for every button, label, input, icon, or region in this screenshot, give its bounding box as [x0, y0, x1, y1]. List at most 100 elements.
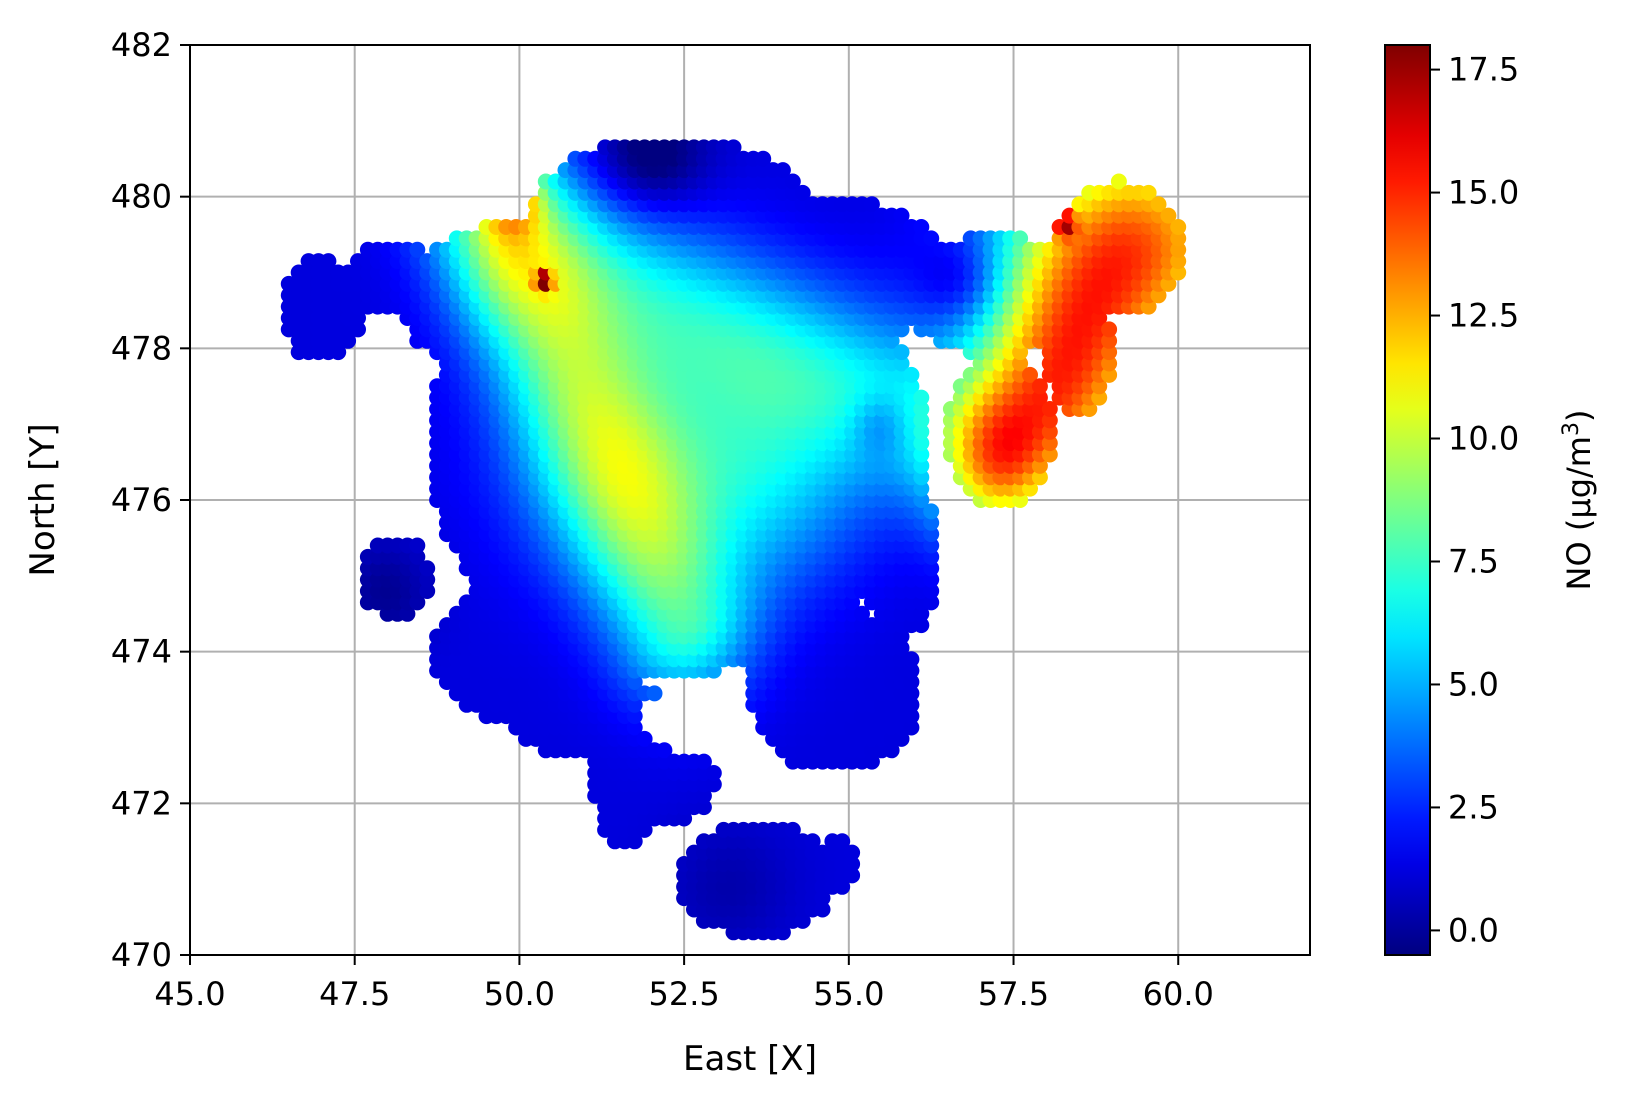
- data-point: [626, 674, 643, 690]
- data-point: [1101, 332, 1118, 349]
- colorbar-tick-label: 15.0: [1448, 174, 1519, 212]
- data-point: [883, 742, 900, 759]
- x-tick-label: 50.0: [484, 975, 555, 1013]
- data-point: [1110, 173, 1127, 190]
- data-point: [893, 344, 910, 361]
- colorbar-tick-label: 12.5: [1448, 297, 1519, 335]
- data-point: [794, 184, 811, 201]
- data-point: [903, 719, 920, 736]
- data-point: [1091, 378, 1108, 395]
- x-tick-label: 45.0: [154, 975, 225, 1013]
- data-point: [636, 821, 653, 838]
- data-point: [626, 708, 643, 725]
- data-point: [903, 674, 920, 690]
- data-point: [923, 230, 940, 247]
- x-tick-label: 47.5: [319, 975, 390, 1013]
- data-point: [903, 378, 920, 395]
- data-point: [1012, 344, 1029, 361]
- x-tick-label: 55.0: [813, 975, 884, 1013]
- data-point: [893, 321, 910, 338]
- y-tick-label: 472: [111, 784, 172, 822]
- colorbar-tick-label: 7.5: [1448, 542, 1499, 580]
- data-point: [1170, 219, 1187, 235]
- data-point: [1170, 264, 1187, 281]
- data-point: [725, 139, 742, 156]
- data-point: [923, 537, 940, 554]
- data-point: [419, 583, 436, 599]
- data-point: [705, 765, 722, 781]
- data-point: [330, 344, 347, 361]
- data-point: [903, 685, 920, 702]
- data-point: [1031, 469, 1048, 486]
- data-point: [695, 799, 712, 816]
- data-point: [913, 469, 930, 486]
- data-point: [705, 662, 722, 679]
- data-point: [1012, 355, 1029, 372]
- data-point: [1170, 253, 1187, 270]
- data-point: [834, 833, 851, 850]
- colorbar-label: NO (µg/m3): [1559, 410, 1598, 591]
- data-point: [784, 821, 801, 838]
- data-point: [695, 753, 712, 770]
- data-point: [923, 503, 940, 520]
- data-point: [883, 332, 900, 349]
- data-point: [844, 856, 861, 872]
- data-point: [1170, 241, 1187, 258]
- colorbar-tick-label: 0.0: [1448, 911, 1499, 949]
- data-point: [893, 355, 910, 372]
- data-point: [913, 389, 930, 406]
- colorbar-tick-label: 2.5: [1448, 788, 1499, 826]
- data-point: [1041, 412, 1058, 429]
- data-point: [923, 583, 940, 599]
- data-point: [893, 639, 910, 656]
- y-axis-ticks: 470 472 474 476 478 480 482: [111, 26, 190, 974]
- data-point: [1101, 366, 1118, 383]
- data-point: [893, 730, 910, 747]
- data-point: [923, 514, 940, 531]
- x-tick-label: 60.0: [1143, 975, 1214, 1013]
- data-point: [399, 605, 416, 622]
- data-point: [1140, 298, 1157, 315]
- data-point: [1081, 401, 1098, 417]
- y-tick-label: 478: [111, 329, 172, 367]
- data-point: [705, 776, 722, 793]
- data-point: [903, 662, 920, 679]
- data-point: [409, 594, 426, 611]
- data-point: [814, 901, 831, 918]
- y-tick-label: 482: [111, 26, 172, 64]
- data-point: [893, 628, 910, 645]
- data-point: [913, 446, 930, 463]
- data-point: [923, 526, 940, 543]
- data-point: [1012, 230, 1029, 247]
- data-point: [1150, 287, 1167, 304]
- data-point: [903, 708, 920, 725]
- y-tick-label: 474: [111, 633, 172, 671]
- data-point: [913, 412, 930, 429]
- data-point: [794, 912, 811, 929]
- data-point: [923, 560, 940, 577]
- data-point: [844, 844, 861, 861]
- y-tick-label: 470: [111, 936, 172, 974]
- colorbar: [1384, 44, 1431, 956]
- data-point: [1101, 321, 1118, 338]
- data-point: [340, 332, 357, 349]
- data-point: [419, 571, 436, 588]
- data-point: [409, 548, 426, 565]
- data-point: [676, 810, 693, 827]
- data-point: [804, 833, 821, 850]
- data-point: [814, 890, 831, 907]
- data-point: [1041, 446, 1058, 463]
- data-point: [923, 571, 940, 588]
- data-point: [409, 241, 426, 258]
- data-point: [1150, 196, 1167, 213]
- data-point: [913, 605, 930, 622]
- data-point: [774, 162, 791, 179]
- y-axis-label: North [Y]: [23, 423, 63, 576]
- colorbar-ticks: 0.0 2.5 5.0 7.5 10.0 12.5 15.0 17.5: [1430, 51, 1519, 949]
- data-point: [1012, 492, 1029, 508]
- x-axis-ticks: 45.0 47.5 50.0 52.5 55.0 57.5 60.0: [154, 955, 1214, 1013]
- data-point: [626, 833, 643, 850]
- data-point: [626, 719, 643, 736]
- data-point: [923, 548, 940, 565]
